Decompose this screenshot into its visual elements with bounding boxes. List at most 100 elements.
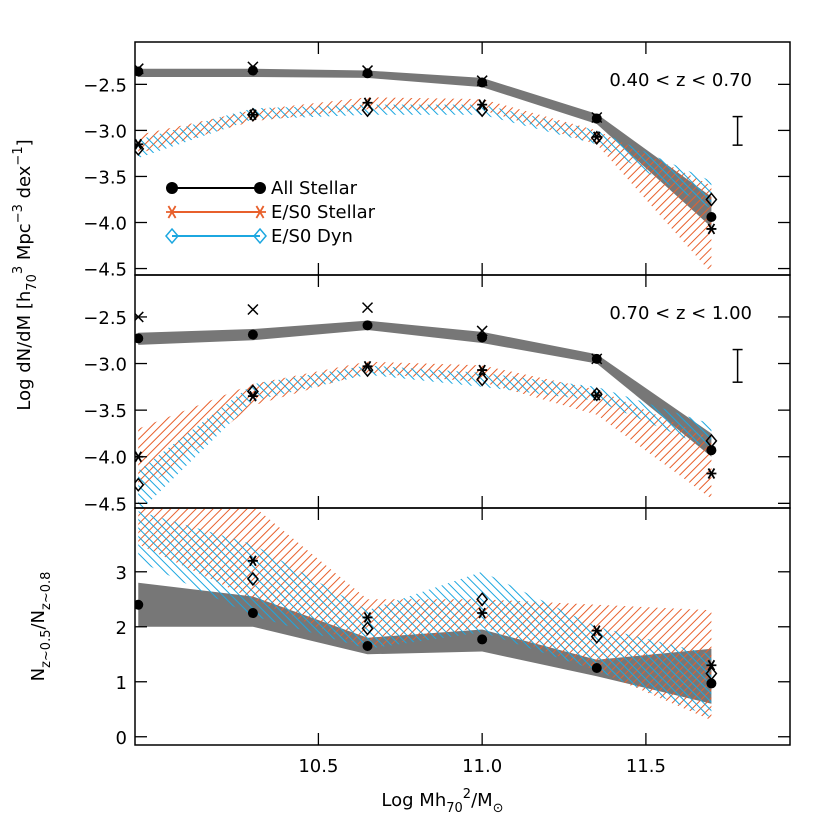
dot-marker (706, 678, 717, 689)
cross-marker (476, 325, 488, 337)
legend-label: E/S0 Stellar (271, 202, 376, 223)
cross-marker (247, 303, 259, 316)
y-axis-title-part: /N (28, 610, 49, 630)
dot-marker (706, 211, 717, 222)
cross-marker (476, 75, 488, 87)
asterisk-marker (477, 364, 488, 376)
y-tick-label: 3 (116, 563, 127, 584)
y-tick-label: −4.0 (83, 448, 127, 469)
y-tick-label: 0 (116, 728, 127, 749)
diamond-marker (165, 227, 179, 245)
y-axis-title-part: 70 (25, 274, 40, 291)
x-axis-title-part: 70 (446, 801, 463, 816)
diamond-marker (246, 571, 259, 587)
dot-marker (477, 332, 488, 343)
x-tick-label: 10.5 (298, 756, 338, 777)
y-tick-label: −4.5 (83, 260, 127, 281)
diamond-marker (135, 477, 145, 492)
y-tick-label: −3.0 (83, 121, 127, 142)
dot-marker (477, 77, 488, 88)
y-tick-label: −3.5 (83, 167, 127, 188)
asterisk-marker (362, 360, 373, 372)
x-axis-title: Log Mh702/M⊙ (381, 787, 503, 816)
x-axis-title-part: ⊙ (493, 801, 504, 816)
y-axis-title-part: Mpc (14, 223, 35, 266)
asterisk-marker (166, 205, 178, 219)
asterisk-marker (706, 223, 717, 235)
y-axis-title-part: −3 (11, 204, 26, 223)
band (138, 68, 712, 228)
y-axis-title-part: 3 (11, 266, 26, 274)
cross-marker (361, 65, 374, 77)
asterisk-marker (254, 205, 266, 219)
y-axis-title: Log dN/dM [h703 Mpc−3 dex−1] (11, 139, 40, 410)
y-axis-title-part: z~0.8 (39, 572, 54, 610)
band (138, 320, 712, 457)
cross-marker (361, 302, 374, 314)
diamond-marker (361, 102, 374, 118)
diamond-marker (476, 102, 489, 118)
x-tick-label: 11.5 (626, 756, 666, 777)
diamond-marker (590, 130, 603, 145)
dot-marker (362, 320, 373, 331)
asterisk-marker (477, 607, 488, 619)
y-tick-label: −2.5 (83, 75, 127, 96)
asterisk-marker (247, 390, 258, 402)
diamond-marker (476, 372, 489, 387)
y-axis-title-part: N (28, 668, 49, 681)
y-axis-title-part: dex (14, 165, 35, 204)
y-tick-label: 2 (116, 618, 127, 639)
y-tick-label: 1 (116, 673, 127, 694)
dot-marker (362, 68, 373, 79)
asterisk-marker (247, 555, 258, 567)
diamond-marker (705, 666, 718, 681)
y-tick-label: −3.5 (83, 401, 127, 422)
asterisk-marker (362, 611, 373, 623)
dot-marker (247, 329, 258, 340)
dot-marker (247, 608, 258, 619)
dot-marker (135, 599, 144, 610)
y-tick-label: −4.0 (83, 214, 127, 235)
band (138, 511, 712, 718)
legend-label: E/S0 Dyn (271, 226, 353, 247)
plot-area (135, 508, 718, 721)
diamond-marker (476, 592, 489, 607)
diamond-marker (590, 629, 603, 644)
y-tick-label: −3.0 (83, 355, 127, 376)
x-axis-title-part: Log Mh (381, 790, 446, 811)
band (138, 365, 712, 508)
redshift-label: 0.70 < z < 1.00 (609, 303, 752, 324)
diamond-marker (246, 107, 259, 122)
diamond-marker (246, 384, 259, 399)
asterisk-marker (706, 659, 717, 671)
cross-marker (135, 63, 144, 75)
y-tick-label: −4.5 (83, 494, 127, 515)
dot-marker (247, 65, 258, 76)
redshift-label: 0.40 < z < 0.70 (609, 70, 752, 91)
diamond-marker (705, 192, 718, 207)
y-axis-title-part: z~0.5 (39, 630, 54, 668)
plot-area (135, 302, 718, 508)
diamond-marker (705, 433, 718, 449)
diamond-marker (361, 621, 374, 636)
diamond-marker (253, 227, 267, 245)
band (138, 104, 712, 209)
y-axis-title-part: ] (14, 139, 35, 146)
plot-area (135, 61, 718, 274)
y-axis-title-part: Log dN/dM [h (14, 291, 35, 411)
y-axis-title: Nz~0.5/Nz~0.8 (28, 572, 54, 682)
x-tick-label: 11.0 (462, 756, 502, 777)
legend-label: All Stellar (271, 178, 358, 199)
diamond-marker (135, 141, 145, 157)
cross-marker (591, 353, 603, 365)
cross-marker (591, 111, 603, 124)
asterisk-marker (135, 138, 144, 150)
diamond-marker (361, 362, 374, 378)
dot-marker (591, 663, 602, 674)
y-axis-title-part: −1 (11, 146, 26, 165)
diamond-marker (590, 387, 603, 402)
dot-marker (362, 641, 373, 652)
cross-marker (247, 61, 259, 73)
dot-marker (477, 634, 488, 645)
x-axis-title-part: 2 (463, 787, 471, 802)
